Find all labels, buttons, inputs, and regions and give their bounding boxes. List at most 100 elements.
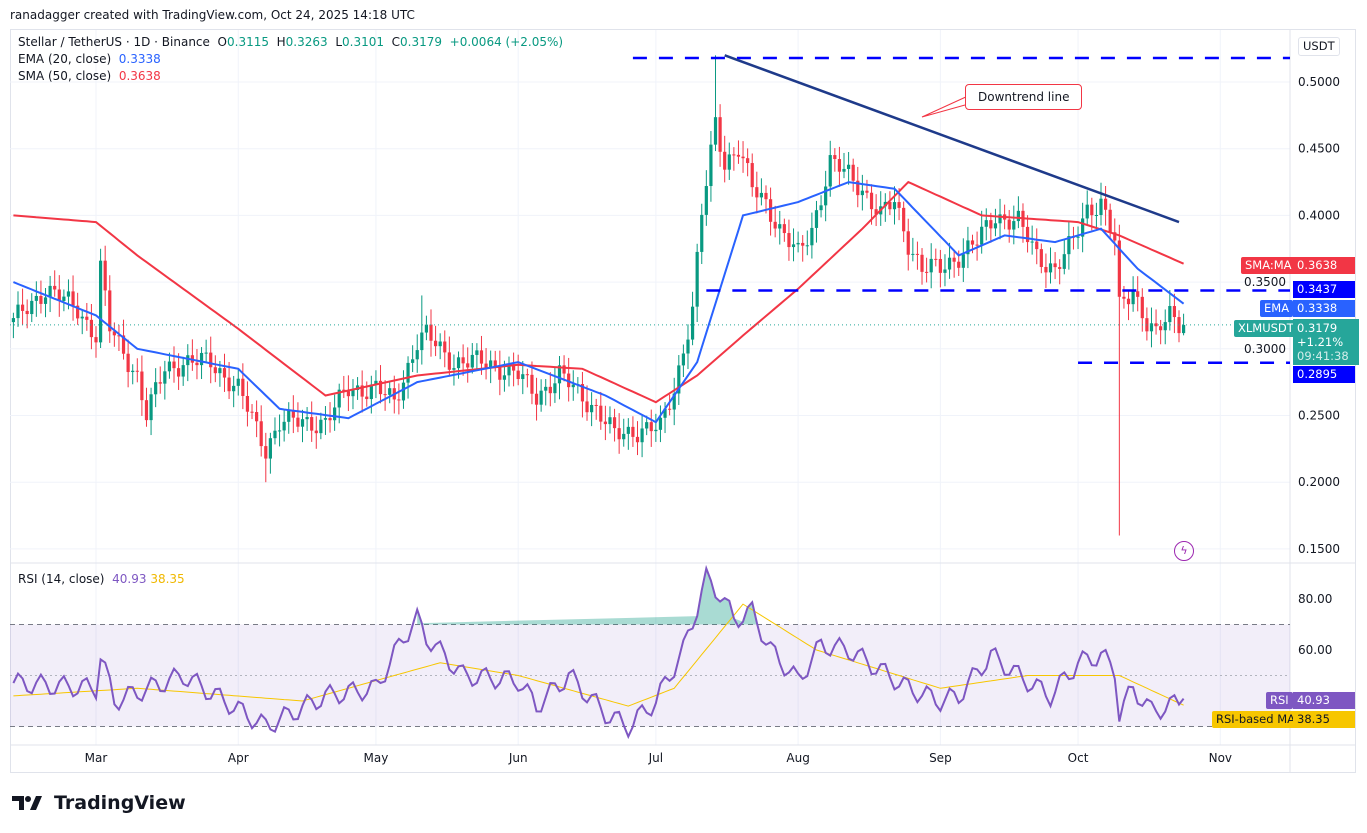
candle bbox=[98, 248, 103, 349]
candle-body bbox=[62, 296, 66, 301]
candle-body bbox=[897, 202, 901, 208]
candle bbox=[865, 179, 869, 199]
candle bbox=[117, 324, 121, 352]
candle-body bbox=[700, 214, 704, 252]
candle-body bbox=[906, 231, 910, 255]
candle-body bbox=[1122, 296, 1126, 299]
sma-axis-tag: SMA:MA bbox=[1241, 257, 1296, 274]
candle-body bbox=[163, 371, 167, 384]
candle-body bbox=[259, 421, 263, 447]
rsi-legend[interactable]: RSI (14, close) 40.93 38.35 bbox=[18, 572, 185, 586]
candle-body bbox=[39, 295, 43, 304]
candle bbox=[980, 210, 984, 254]
candle-body bbox=[888, 201, 892, 210]
candle bbox=[103, 245, 107, 306]
candle-body bbox=[585, 401, 589, 413]
candle bbox=[759, 178, 764, 206]
candle-body bbox=[961, 254, 965, 268]
candle-body bbox=[319, 419, 323, 434]
candle bbox=[268, 432, 272, 474]
candle-body bbox=[865, 190, 869, 193]
candle bbox=[420, 295, 424, 365]
candle bbox=[1177, 310, 1181, 343]
candle bbox=[241, 363, 245, 410]
candle bbox=[475, 343, 479, 371]
candle-body bbox=[131, 370, 135, 373]
candle bbox=[635, 421, 640, 456]
candle-body bbox=[195, 362, 199, 366]
candle-body bbox=[819, 205, 823, 211]
candle bbox=[154, 368, 158, 408]
candle-body bbox=[181, 365, 185, 377]
candle-body bbox=[580, 384, 585, 402]
downtrend-callout[interactable]: Downtrend line bbox=[965, 84, 1083, 110]
tradingview-logo[interactable]: TradingView bbox=[12, 792, 186, 814]
x-tick-label: Sep bbox=[929, 751, 952, 765]
candle-body bbox=[209, 352, 213, 368]
candle-body bbox=[966, 240, 970, 255]
candle-body bbox=[902, 207, 906, 232]
candle-body bbox=[255, 412, 259, 422]
ema-legend[interactable]: EMA (20, close) 0.3338 bbox=[18, 52, 161, 66]
candle bbox=[915, 241, 920, 270]
candle-body bbox=[534, 393, 539, 405]
candle-body bbox=[250, 411, 254, 413]
candle-body bbox=[704, 186, 708, 215]
candle bbox=[1076, 226, 1080, 250]
candle-body bbox=[677, 365, 681, 394]
candle-body bbox=[612, 417, 617, 429]
candle-body bbox=[424, 324, 429, 333]
y-tick-label: 0.4500 bbox=[1298, 142, 1340, 156]
candle-body bbox=[1113, 232, 1117, 241]
candle bbox=[310, 401, 314, 442]
candle bbox=[553, 367, 557, 403]
candle-body bbox=[1159, 326, 1163, 331]
candle-body bbox=[764, 192, 768, 200]
candle bbox=[920, 248, 924, 285]
candle bbox=[149, 387, 153, 436]
candle bbox=[911, 237, 915, 262]
candle bbox=[1099, 182, 1103, 226]
currency-label[interactable]: USDT bbox=[1298, 37, 1340, 56]
candle-body bbox=[1090, 204, 1094, 216]
candle-body bbox=[401, 382, 406, 401]
y-tick-label: 0.5000 bbox=[1298, 75, 1340, 89]
candle bbox=[842, 152, 846, 179]
candle-body bbox=[521, 374, 525, 380]
candle-body bbox=[957, 261, 961, 268]
candle-body bbox=[801, 242, 805, 246]
candle-body bbox=[351, 390, 355, 397]
level-tag-0.2895: 0.2895 bbox=[1293, 366, 1355, 383]
candle bbox=[791, 228, 796, 262]
candle bbox=[1136, 276, 1140, 312]
candle bbox=[1067, 220, 1071, 270]
candle bbox=[851, 158, 855, 192]
candle-body bbox=[360, 385, 364, 397]
candle bbox=[16, 291, 20, 327]
candle-body bbox=[1126, 298, 1131, 305]
sma-legend[interactable]: SMA (50, close) 0.3638 bbox=[18, 69, 161, 83]
symbol-axis-tag: XLMUSDT bbox=[1234, 320, 1298, 337]
candle-body bbox=[374, 380, 378, 385]
candle bbox=[452, 354, 456, 386]
candle bbox=[658, 405, 663, 443]
candle-body bbox=[516, 370, 520, 380]
candle-body bbox=[489, 360, 493, 368]
candle-body bbox=[378, 380, 383, 395]
candle bbox=[571, 370, 575, 401]
candle-body bbox=[833, 155, 837, 160]
candle bbox=[342, 375, 346, 399]
candle-body bbox=[1081, 218, 1085, 237]
candle-body bbox=[1108, 209, 1112, 233]
candle-body bbox=[1177, 317, 1181, 334]
candle bbox=[580, 371, 585, 418]
candle-body bbox=[626, 426, 630, 434]
candle-body bbox=[975, 244, 979, 246]
lightning-alert-icon[interactable]: ϟ bbox=[1174, 541, 1194, 561]
candle bbox=[1172, 293, 1177, 334]
candle bbox=[314, 416, 318, 449]
candle-body bbox=[30, 300, 34, 315]
candle bbox=[222, 353, 227, 392]
candle bbox=[57, 275, 61, 317]
